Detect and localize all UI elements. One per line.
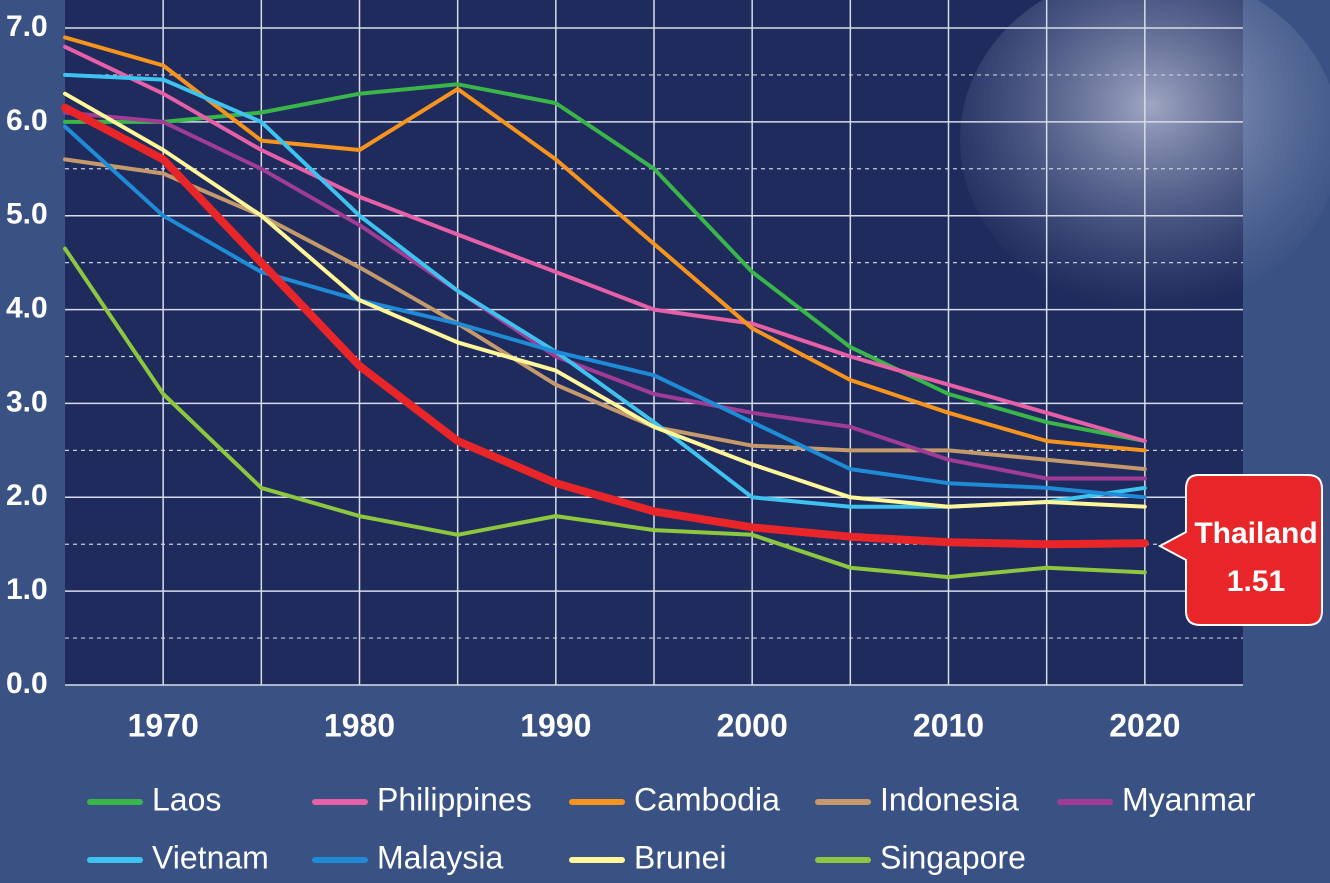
legend: Laos Philippines Cambodia Indonesia Myanmar V… [87,781,1256,875]
y-tick-label: 1.0 [6,573,48,606]
x-tick-label: 2010 [913,707,984,743]
series-line [63,35,1147,453]
y-tick-label: 2.0 [6,479,48,512]
legend-label: Vietnam [152,839,269,875]
y-tick-label: 7.0 [6,10,48,43]
series-line [63,124,1147,500]
callout: Thailand 1.51 [1157,474,1323,626]
series-line [63,91,1147,509]
legend-label: Malaysia [377,839,503,875]
grid: 0.0 1.0 2.0 3.0 4.0 5.0 6.0 7.0 1970 1980 1990 2000… [6,0,1243,743]
legend-label: Cambodia [634,781,780,817]
y-tick-label: 3.0 [6,385,48,418]
legend-label: Indonesia [880,781,1019,817]
y-tick-label: 4.0 [6,291,48,324]
x-tick-label: 1980 [324,707,395,743]
series-line [63,157,1147,472]
y-tick-label: 5.0 [6,198,48,231]
series-line [61,103,1149,549]
legend-label: Laos [152,781,221,817]
y-tick-label: 0.0 [6,667,48,700]
y-tick-label: 6.0 [6,104,48,137]
callout-box [1157,474,1323,626]
callout-value: 1.51 [1227,565,1285,598]
x-tick-label: 1970 [128,707,199,743]
series-line [63,246,1147,580]
x-tick-label: 2020 [1109,707,1180,743]
legend-label: Philippines [377,781,532,817]
legend-label: Brunei [634,839,727,875]
lines [61,35,1149,580]
x-tick-label: 1990 [520,707,591,743]
legend-label: Myanmar [1122,781,1256,817]
callout-name: Thailand [1194,517,1317,550]
legend-label: Singapore [880,839,1026,875]
series-line [63,44,1147,443]
x-tick-label: 2000 [717,707,788,743]
series-line [63,110,1147,481]
